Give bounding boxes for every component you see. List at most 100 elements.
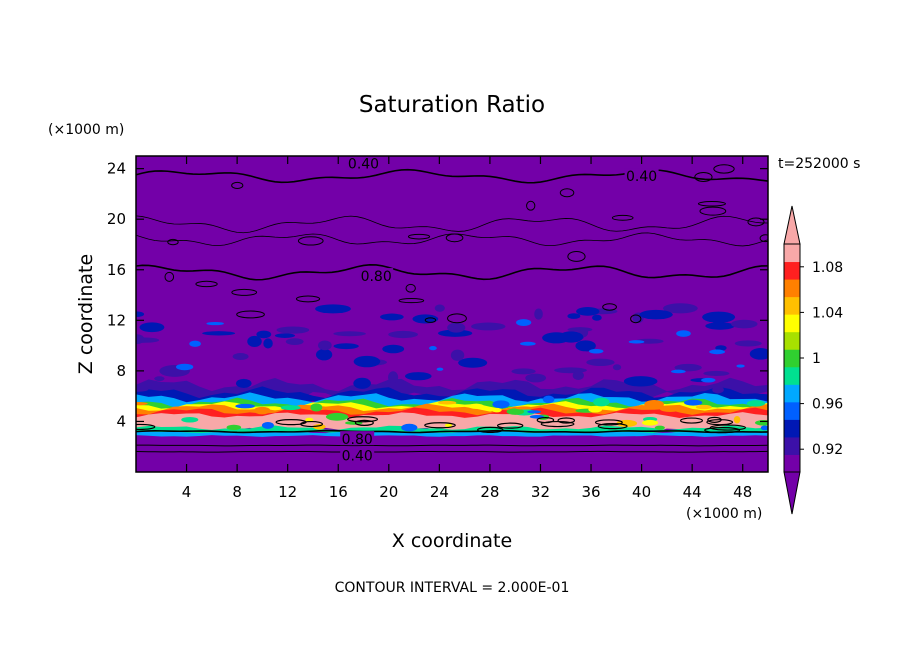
field-patch — [468, 403, 484, 409]
field-patch — [586, 358, 615, 367]
contour-loop — [707, 416, 722, 423]
field-patch — [380, 313, 404, 321]
x-tick-label: 24 — [430, 483, 449, 501]
colorbar-tick-label: 0.96 — [812, 397, 843, 413]
contour-loop — [424, 317, 437, 323]
contour-loop — [611, 214, 634, 221]
x-tick-label: 48 — [733, 483, 752, 501]
field-patch — [206, 321, 224, 326]
field-patch — [572, 370, 584, 380]
field-patch — [575, 340, 596, 352]
x-tick-label: 28 — [480, 483, 499, 501]
field-patch — [525, 373, 547, 383]
field-patch — [333, 331, 366, 337]
field-patch — [175, 363, 194, 371]
time-label: t=252000 s — [778, 156, 860, 172]
x-tick-label: 16 — [329, 483, 348, 501]
colorbar-swatch — [784, 436, 800, 455]
field-patch — [181, 416, 199, 423]
field-patch — [519, 341, 536, 346]
x-tick-label: 40 — [632, 483, 651, 501]
contour-label: 0.40 — [626, 169, 657, 185]
field-patch — [315, 304, 351, 314]
contour-label-bg — [340, 447, 375, 462]
colorbar-swatch — [784, 349, 800, 368]
field-patch — [712, 386, 724, 394]
contour-loop — [697, 201, 726, 207]
contour-loop — [477, 426, 504, 434]
contour-loop — [405, 283, 416, 293]
field-patch — [567, 313, 581, 319]
colorbar-swatch — [784, 454, 800, 473]
field-patch — [516, 319, 532, 326]
contour-loop — [704, 427, 741, 434]
chart-title: Saturation Ratio — [359, 92, 545, 118]
field-patch — [434, 304, 445, 312]
field-patch — [576, 307, 600, 316]
contour-label-bg — [359, 268, 394, 283]
field-patch — [189, 340, 201, 347]
field-patch — [736, 364, 745, 368]
y-axis-label: Z coordinate — [75, 254, 97, 374]
colorbar-swatch — [784, 244, 800, 263]
contour-loop — [630, 314, 642, 324]
contour-label-bg — [340, 431, 375, 446]
colorbar-swatch — [784, 331, 800, 350]
contour-label-bg — [624, 168, 659, 183]
field-patch — [471, 322, 506, 331]
contour-loop — [759, 234, 768, 243]
field-patch — [253, 406, 271, 415]
field-patch — [388, 371, 399, 384]
field-patch — [447, 322, 466, 333]
field-patch — [202, 331, 236, 336]
field-patch — [325, 412, 349, 421]
contour-line — [136, 444, 768, 447]
field-patch — [674, 363, 702, 372]
field-patch — [654, 425, 665, 430]
contour-loop — [295, 295, 321, 303]
field-patch — [235, 378, 252, 389]
contour-loop — [557, 417, 576, 424]
contour-loop — [167, 238, 179, 246]
field-patch — [263, 338, 273, 349]
field-patch — [333, 343, 359, 350]
contour-loop — [699, 206, 727, 216]
contour-label-bg — [346, 155, 381, 170]
y-tick-label: 8 — [116, 362, 126, 380]
colorbar-tick-label: 1 — [812, 351, 821, 367]
x-tick-label: 44 — [683, 483, 702, 501]
contour-line — [136, 168, 768, 184]
y-tick-label: 24 — [107, 160, 126, 178]
colorbar-lower-arrow — [783, 471, 801, 515]
field-patch — [760, 425, 768, 431]
field-patch — [444, 423, 453, 428]
x-axis-unit: (×1000 m) — [686, 506, 762, 522]
colorbar-swatch — [784, 279, 800, 298]
field-patch — [659, 406, 681, 412]
x-tick-label: 4 — [182, 483, 192, 501]
contour-loop — [747, 217, 765, 227]
contour-loop — [680, 417, 704, 424]
field-patch — [438, 400, 457, 405]
field-patch — [305, 417, 314, 422]
contour-loop — [567, 250, 586, 262]
field-patch — [318, 340, 332, 351]
field-patch — [458, 357, 488, 368]
contour-loop — [297, 236, 324, 246]
colorbar: 0.92 0.96 1 1.04 1.08 — [783, 205, 843, 515]
field-patch — [746, 400, 766, 407]
contour-loop — [713, 164, 735, 174]
contour-loop — [559, 188, 575, 198]
field-patch — [593, 397, 610, 407]
field-patch — [353, 377, 371, 389]
y-tick-label: 16 — [107, 261, 126, 279]
field-patch — [506, 408, 525, 415]
contour-loop — [354, 419, 374, 426]
field-patch — [705, 322, 735, 330]
contour-loop — [300, 420, 324, 428]
contour-loop — [602, 303, 617, 311]
field-patch — [588, 348, 604, 354]
contour-label: 0.80 — [361, 269, 392, 285]
contour-loop — [447, 313, 467, 324]
field-patch — [405, 372, 432, 381]
